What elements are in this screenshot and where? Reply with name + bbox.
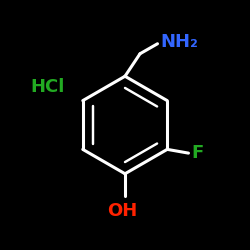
Text: OH: OH bbox=[108, 202, 138, 220]
Text: F: F bbox=[191, 144, 203, 162]
Text: HCl: HCl bbox=[30, 78, 64, 96]
Text: NH₂: NH₂ bbox=[160, 34, 198, 52]
